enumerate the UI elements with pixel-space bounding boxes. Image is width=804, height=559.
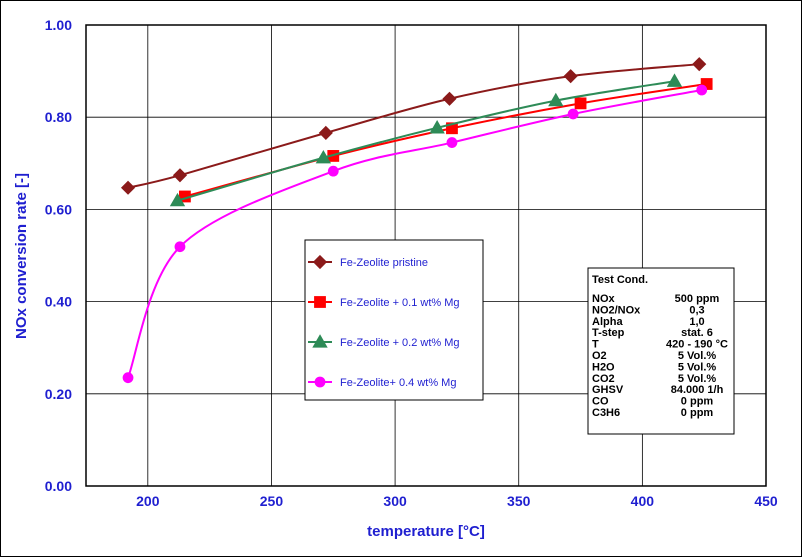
conditions-box	[587, 267, 735, 435]
condition-key: O2	[592, 350, 607, 362]
x-axis-title: temperature [°C]	[367, 523, 485, 540]
legend-marker	[314, 376, 326, 388]
plot-area	[85, 24, 767, 487]
series-1	[120, 57, 707, 195]
legend-marker	[312, 254, 328, 270]
y-axis-title: NOx conversion rate [-]	[13, 173, 30, 339]
condition-key: T	[592, 339, 599, 351]
data-point	[122, 372, 134, 384]
y-tick-label: 0.00	[45, 478, 72, 494]
condition-key: GHSV	[592, 384, 624, 396]
x-tick-label: 200	[136, 493, 160, 509]
condition-key: H2O	[592, 361, 615, 373]
data-point	[574, 97, 587, 110]
y-tick-label: 0.40	[45, 294, 72, 310]
data-point	[548, 92, 564, 107]
data-point	[692, 57, 707, 72]
y-tick-label: 0.60	[45, 201, 72, 217]
condition-key: CO	[592, 396, 609, 408]
legend-box	[304, 239, 484, 401]
data-point	[120, 180, 136, 195]
condition-value: 84.000 1/h	[671, 384, 724, 396]
legend-label: Fe-Zeolite+ 0.4 wt% Mg	[340, 377, 456, 389]
data-point	[666, 73, 683, 87]
data-point	[327, 165, 339, 177]
condition-value: stat. 6	[681, 327, 713, 339]
condition-value: 5 Vol.%	[678, 350, 717, 362]
data-point	[169, 192, 186, 207]
condition-key: CO2	[592, 373, 615, 385]
data-point	[315, 149, 332, 164]
legend: Fe-Zeolite pristine Fe-Zeolite + 0.1 wt% …	[304, 239, 484, 401]
legend-entry: Fe-Zeolite + 0.1 wt% Mg	[308, 296, 460, 309]
data-point	[446, 122, 458, 135]
series-layer	[120, 57, 713, 384]
data-point	[446, 137, 458, 148]
test-conditions-box: Test Cond. NOx 500 ppm NO2/NOx 0,3 Alpha 1,0 T…	[587, 267, 735, 435]
y-tick-label: 0.20	[45, 386, 72, 402]
legend-entry: Fe-Zeolite + 0.2 wt% Mg	[308, 334, 460, 349]
y-tick-label: 1.00	[45, 17, 72, 33]
series-3	[169, 73, 683, 207]
condition-value: 420 - 190 °C	[666, 339, 728, 351]
tick-labels: 200 250 300 350 400 450 0.00 0.20 0.40 0.60 0.80 1.…	[45, 17, 778, 509]
data-point	[174, 241, 186, 253]
x-tick-label: 400	[631, 493, 655, 509]
legend-entry: Fe-Zeolite pristine	[308, 254, 428, 270]
series-line	[127, 63, 700, 189]
condition-value: 0,3	[689, 304, 704, 316]
legend-label: Fe-Zeolite + 0.2 wt% Mg	[340, 337, 460, 349]
data-point	[567, 108, 579, 120]
condition-value: 5 Vol.%	[678, 373, 717, 385]
legend-marker	[314, 296, 326, 308]
condition-value: 0 ppm	[681, 407, 714, 419]
condition-key: T-step	[592, 327, 625, 339]
y-tick-label: 0.80	[45, 109, 72, 125]
conditions-title: Test Cond.	[592, 274, 648, 286]
data-point	[429, 119, 445, 134]
data-point	[442, 91, 457, 106]
series-4	[122, 84, 708, 384]
condition-key: NO2/NOx	[592, 304, 641, 316]
x-tick-label: 350	[507, 493, 531, 509]
legend-marker	[312, 334, 328, 348]
x-tick-label: 300	[383, 493, 407, 509]
data-point	[318, 125, 333, 140]
series-line	[127, 89, 702, 379]
data-point	[172, 168, 188, 183]
condition-key: C3H6	[592, 407, 620, 419]
condition-value: 500 ppm	[675, 293, 720, 305]
condition-value: 0 ppm	[681, 396, 714, 408]
legend-label: Fe-Zeolite pristine	[340, 257, 428, 269]
x-tick-label: 250	[260, 493, 284, 509]
legend-entry: Fe-Zeolite+ 0.4 wt% Mg	[308, 376, 456, 389]
condition-value: 5 Vol.%	[678, 361, 717, 373]
legend-label: Fe-Zeolite + 0.1 wt% Mg	[340, 297, 460, 309]
data-point	[696, 84, 708, 96]
condition-value: 1,0	[689, 316, 704, 328]
condition-key: Alpha	[592, 316, 623, 328]
data-point	[563, 69, 578, 84]
x-tick-label: 450	[754, 493, 778, 509]
condition-key: NOx	[592, 293, 616, 305]
